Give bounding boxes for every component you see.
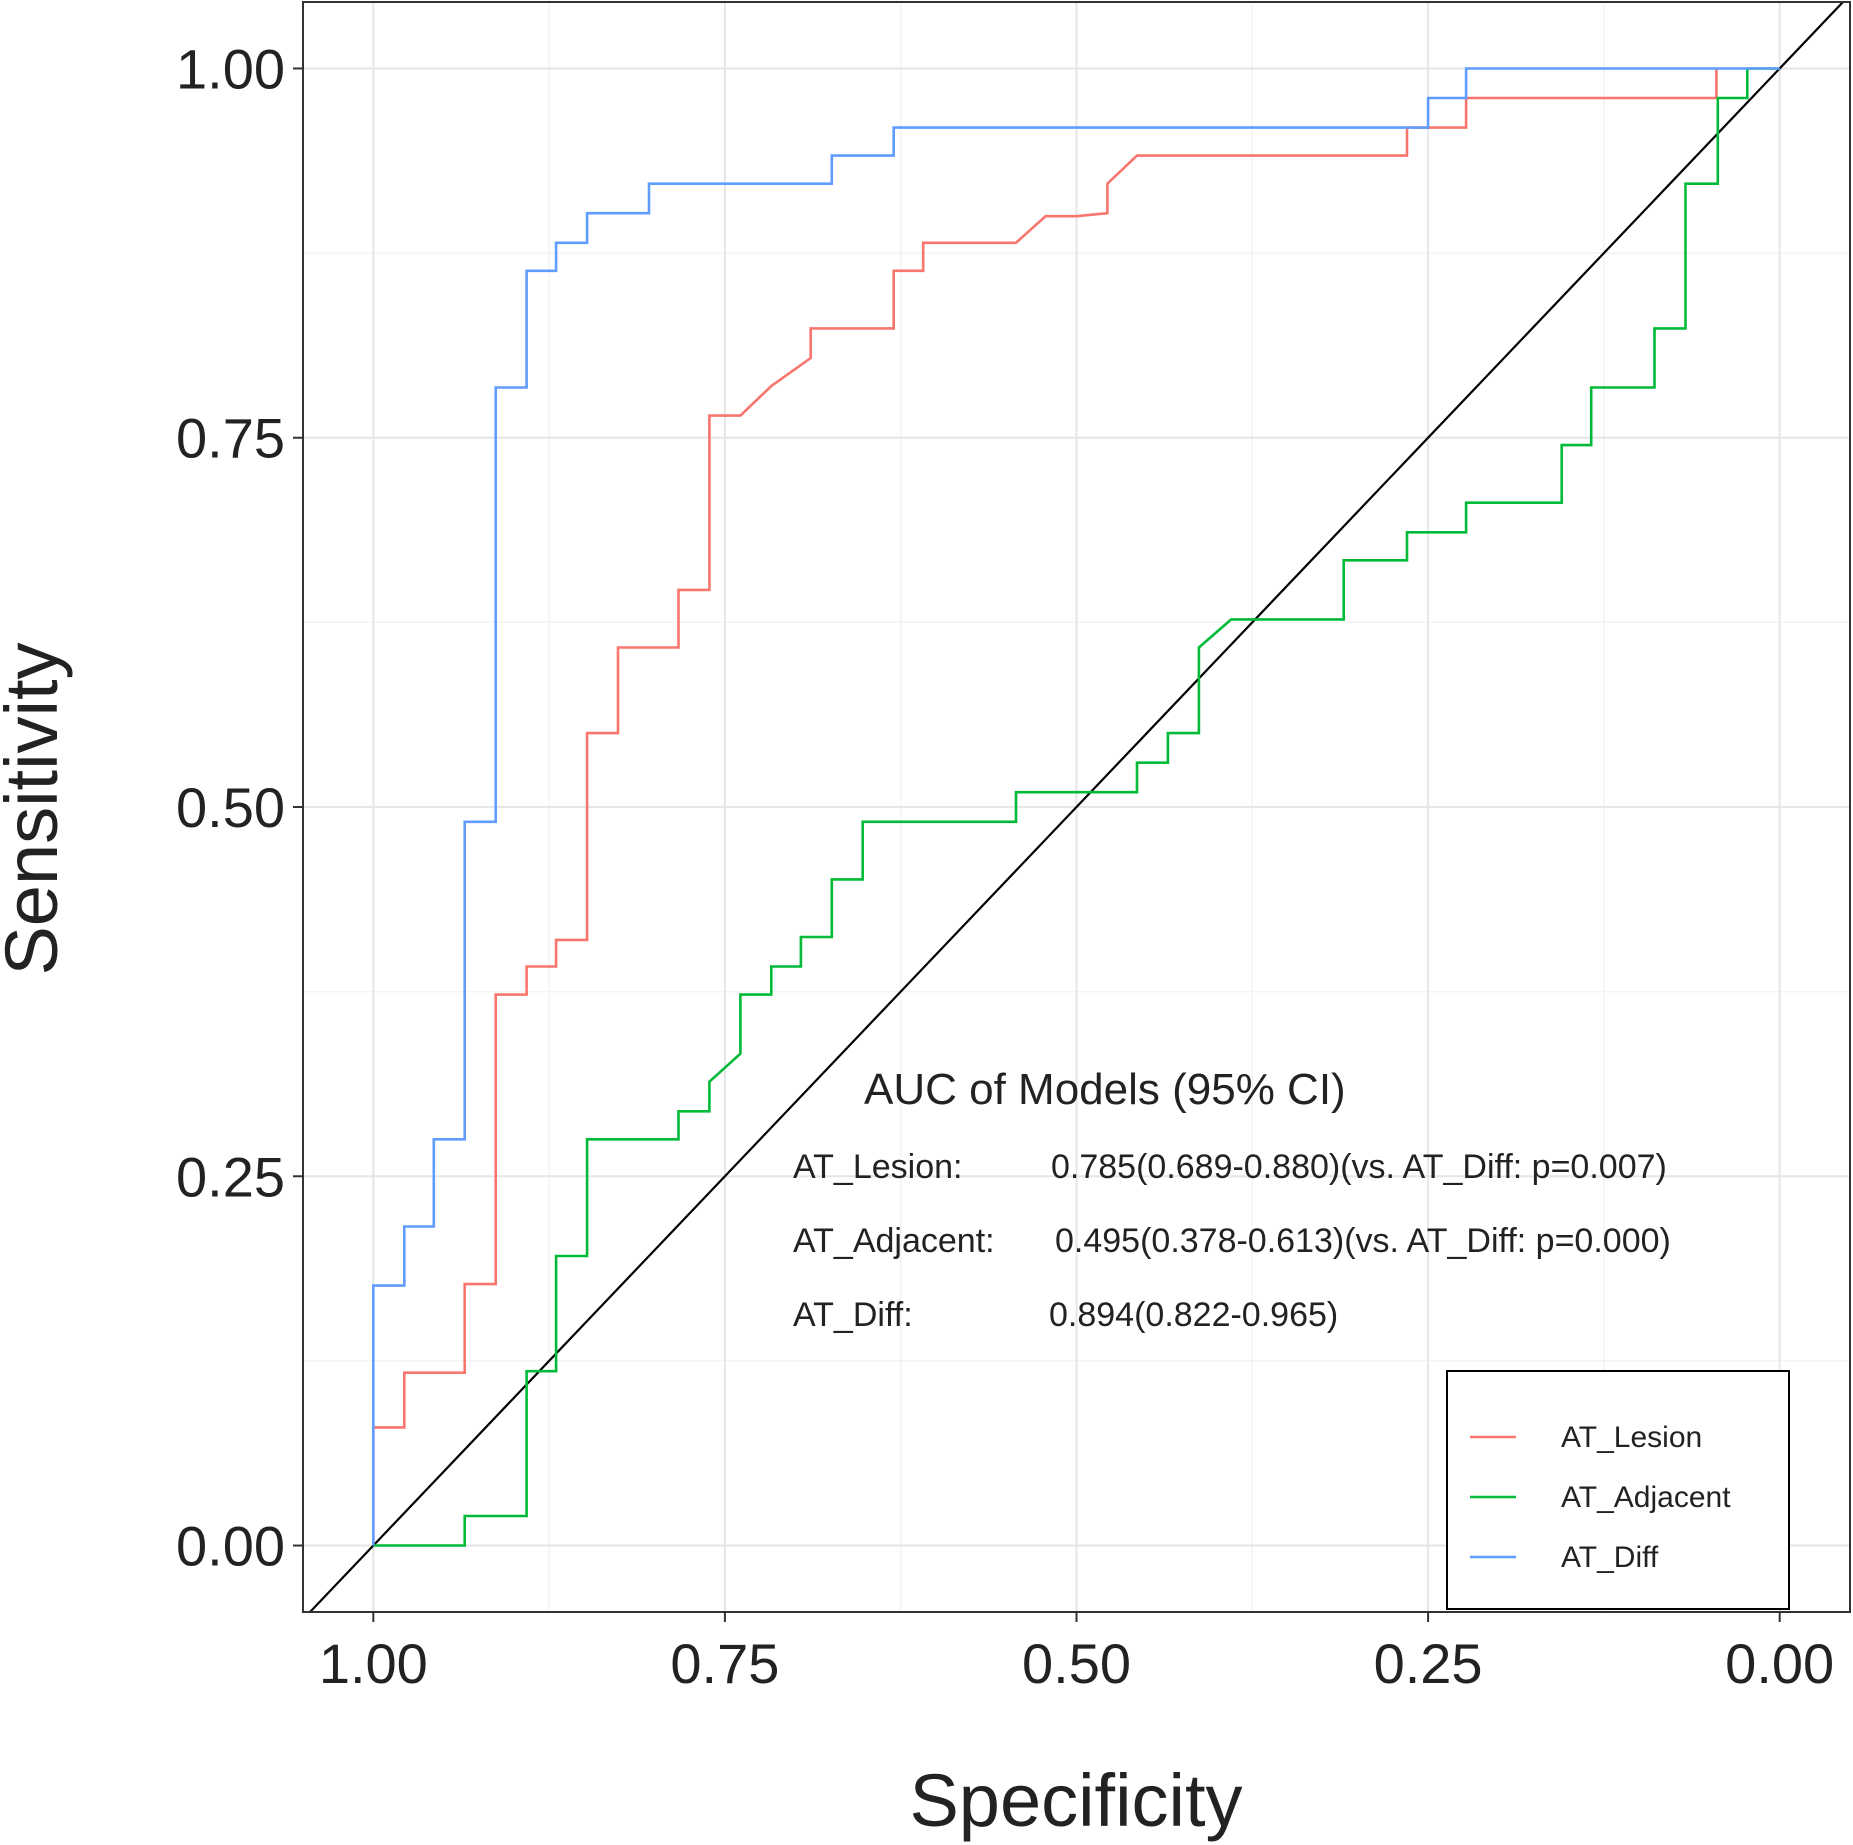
x-tick-label-4: 0.00 xyxy=(1725,1632,1834,1695)
auc-annotation: AUC of Models (95% CI) AT_Lesion: 0.785(… xyxy=(793,1065,1671,1334)
x-axis: 1.00 0.75 0.50 0.25 0.00 xyxy=(319,1612,1834,1695)
x-tick-label-3: 0.25 xyxy=(1374,1632,1483,1695)
y-axis: 0.00 0.25 0.50 0.75 1.00 xyxy=(176,37,303,1578)
annotation-label-adjacent: AT_Adjacent: xyxy=(793,1222,995,1260)
annotation-value-diff: 0.894(0.822-0.965) xyxy=(1049,1296,1338,1334)
reference-diagonal xyxy=(309,1,1844,1613)
y-tick-label-3: 0.75 xyxy=(176,407,285,470)
legend: AT_Lesion AT_Adjacent AT_Diff xyxy=(1446,1370,1790,1610)
annotation-value-lesion: 0.785(0.689-0.880)(vs. AT_Diff: p=0.007) xyxy=(1051,1148,1667,1186)
y-tick-label-4: 1.00 xyxy=(176,37,285,100)
roc-curves xyxy=(371,67,1780,1547)
annotation-value-adjacent: 0.495(0.378-0.613)(vs. AT_Diff: p=0.000) xyxy=(1055,1222,1671,1260)
annotation-title: AUC of Models (95% CI) xyxy=(864,1065,1346,1114)
roc-curve-at-diff xyxy=(371,67,1780,1546)
y-tick-label-2: 0.50 xyxy=(176,776,285,839)
roc-curve-at-lesion xyxy=(371,68,1718,1546)
legend-label-adjacent: AT_Adjacent xyxy=(1561,1481,1731,1514)
y-tick-label-0: 0.00 xyxy=(176,1515,285,1578)
annotation-label-lesion: AT_Lesion: xyxy=(793,1148,962,1186)
y-axis-title: Sensitivity xyxy=(0,642,73,975)
reference-line xyxy=(309,1,1844,1613)
legend-label-lesion: AT_Lesion xyxy=(1561,1421,1702,1454)
roc-curve-at-adjacent xyxy=(373,67,1780,1547)
x-tick-label-2: 0.50 xyxy=(1022,1632,1131,1695)
x-tick-label-1: 0.75 xyxy=(670,1632,779,1695)
x-tick-label-0: 1.00 xyxy=(319,1632,428,1695)
legend-box xyxy=(1446,1370,1790,1610)
x-axis-title: Specificity xyxy=(909,1759,1242,1842)
y-tick-label-1: 0.25 xyxy=(176,1145,285,1208)
annotation-label-diff: AT_Diff: xyxy=(793,1296,913,1334)
legend-label-diff: AT_Diff xyxy=(1561,1541,1659,1574)
